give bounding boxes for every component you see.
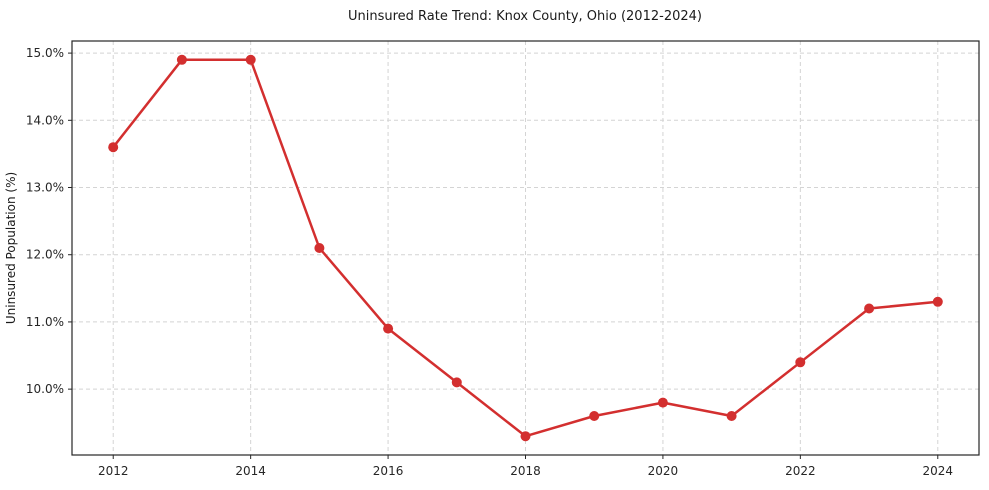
x-tick-label: 2014 <box>235 464 266 478</box>
y-axis-label: Uninsured Population (%) <box>4 172 18 324</box>
data-point-marker <box>520 431 531 442</box>
data-point-marker <box>451 377 462 388</box>
y-tick-label: 14.0% <box>26 113 64 127</box>
data-point-marker <box>726 411 737 421</box>
data-point-marker <box>864 303 875 314</box>
data-point-marker <box>657 397 668 408</box>
y-tick-label: 15.0% <box>26 46 64 60</box>
y-tick-label: 10.0% <box>26 382 64 396</box>
data-point-marker <box>108 142 119 153</box>
x-tick-label: 2016 <box>373 464 404 478</box>
data-point-marker <box>245 54 256 65</box>
chart-title: Uninsured Rate Trend: Knox County, Ohio … <box>348 9 702 24</box>
x-tick-label: 2022 <box>785 464 816 478</box>
data-point-marker <box>176 54 187 65</box>
plot-area: 2012 2014 2016 2018 2020 2022 2024 10.0% 11.0% 12… <box>26 40 980 478</box>
data-point-marker <box>932 296 943 307</box>
y-tick-label: 11.0% <box>26 315 64 329</box>
data-point-marker <box>314 243 325 253</box>
data-point-marker <box>795 357 806 368</box>
x-tick-label: 2018 <box>510 464 541 478</box>
x-tick-label: 2024 <box>922 464 953 478</box>
y-tick-label: 13.0% <box>26 181 64 195</box>
x-tick-label: 2012 <box>98 464 129 478</box>
x-tick-label: 2020 <box>648 464 679 478</box>
data-point-marker <box>383 323 394 334</box>
y-tick-label: 12.0% <box>26 248 64 262</box>
data-point-marker <box>589 411 600 421</box>
